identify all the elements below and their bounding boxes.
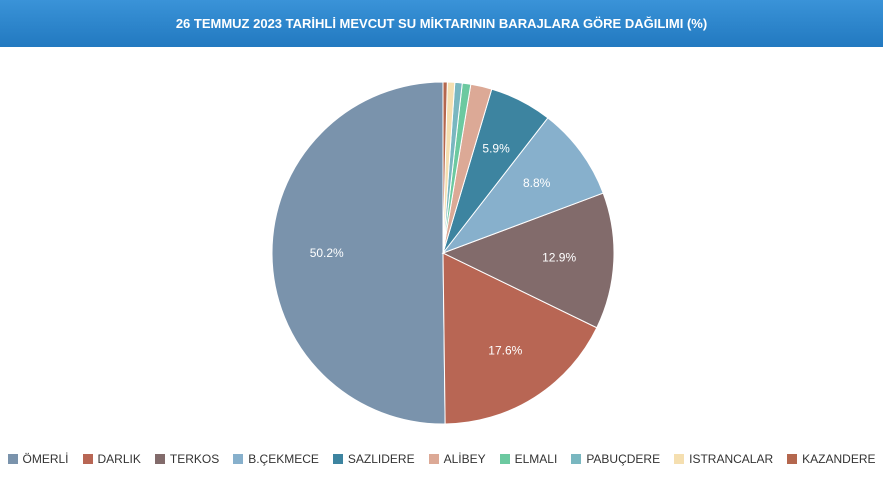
legend-label: ISTRANCALAR — [689, 452, 774, 466]
data-label: 5.9% — [482, 142, 510, 156]
legend-swatch — [154, 454, 165, 464]
pie-slice — [271, 81, 446, 425]
legend-item[interactable]: ÖMERLİ — [7, 452, 69, 466]
legend-label: DARLIK — [97, 452, 141, 466]
legend-label: KAZANDERE — [802, 452, 876, 466]
legend-label: B.ÇEKMECE — [248, 452, 319, 466]
legend-swatch — [499, 454, 510, 464]
data-label: 8.8% — [523, 176, 551, 190]
legend-item[interactable]: ALİBEY — [428, 452, 486, 466]
legend-item[interactable]: TERKOS — [154, 452, 220, 466]
chart: 50.2% 17.6% 12.9% 8.8% 5.9% — [271, 81, 615, 425]
legend-label: TERKOS — [169, 452, 220, 466]
data-label: 12.9% — [542, 251, 576, 265]
legend-item[interactable]: PABUÇDERE — [571, 452, 660, 466]
legend-item[interactable]: KAZANDERE — [787, 452, 876, 466]
legend-label: ALİBEY — [443, 452, 486, 466]
legend: ÖMERLİ DARLIK TERKOS B.ÇEKMECE SAZLIDERE ALİB… — [0, 452, 883, 466]
legend-item[interactable]: ELMALI — [499, 452, 558, 466]
legend-swatch — [571, 454, 582, 464]
legend-item[interactable]: ISTRANCALAR — [674, 452, 773, 466]
pie-slice — [441, 117, 604, 255]
pie-slice — [442, 81, 448, 254]
legend-label: ÖMERLİ — [22, 452, 69, 466]
legend-swatch — [428, 454, 439, 464]
legend-item[interactable]: B.ÇEKMECE — [233, 452, 319, 466]
pie-slice — [442, 252, 598, 425]
legend-swatch — [787, 454, 798, 464]
legend-swatch — [7, 454, 18, 464]
chart-title: 26 TEMMUZ 2023 TARİHLİ MEVCUT SU MİKTARI… — [0, 0, 883, 47]
legend-item[interactable]: SAZLIDERE — [332, 452, 415, 466]
pie-slice — [441, 192, 615, 329]
legend-swatch — [332, 454, 343, 464]
legend-label: ELMALI — [514, 452, 558, 466]
legend-swatch — [233, 454, 244, 464]
legend-swatch — [674, 454, 685, 464]
legend-item[interactable]: DARLIK — [82, 452, 141, 466]
data-label: 17.6% — [488, 343, 522, 357]
data-label: 50.2% — [310, 246, 344, 260]
legend-swatch — [82, 454, 93, 464]
legend-label: SAZLIDERE — [347, 452, 415, 466]
legend-label: PABUÇDERE — [586, 452, 661, 466]
